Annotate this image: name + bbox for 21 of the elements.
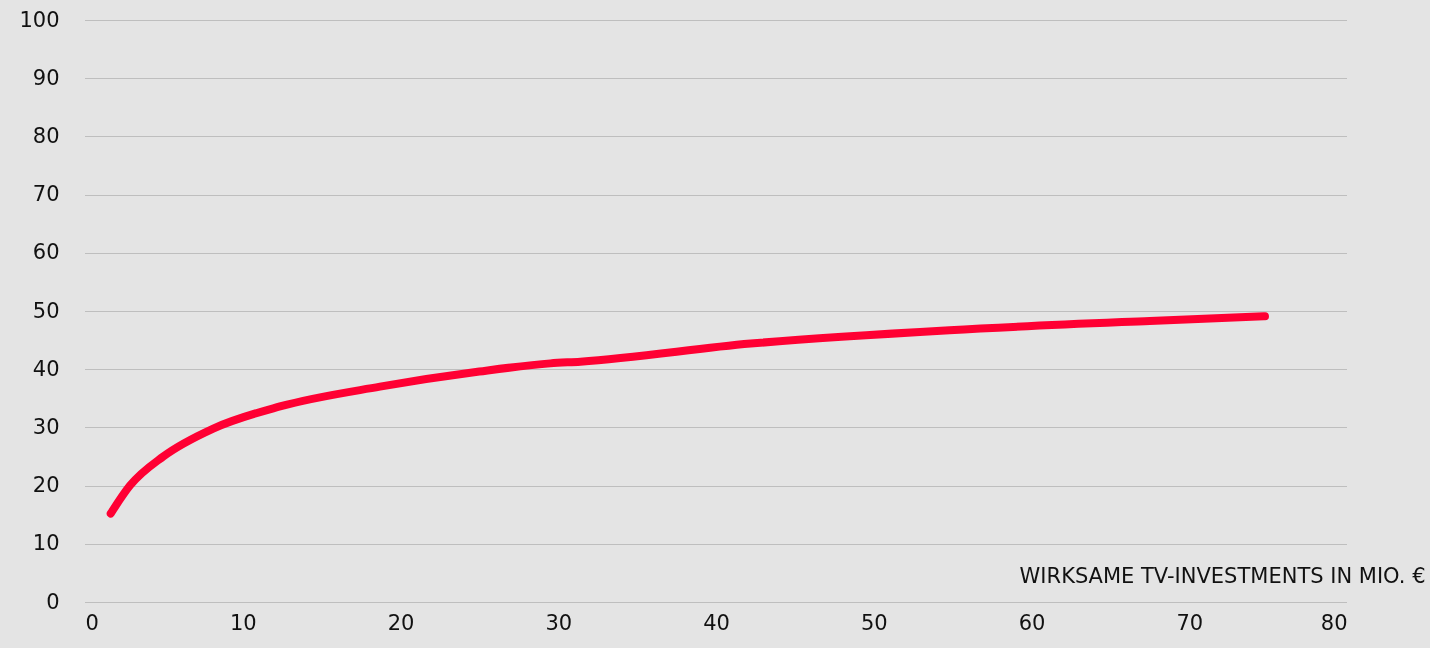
y-tick-label: 70 <box>32 182 60 207</box>
y-tick-label: 0 <box>46 589 60 614</box>
y-tick-label: 80 <box>32 123 60 148</box>
x-tick-label: 50 <box>860 610 888 635</box>
x-tick-label: 70 <box>1176 610 1204 635</box>
x-tick-label: 40 <box>703 610 730 635</box>
x-tick-label: 20 <box>387 610 415 635</box>
x-tick-label: 60 <box>1018 610 1046 635</box>
y-tick-label: 30 <box>32 414 60 439</box>
x-tick-label: 10 <box>229 610 257 635</box>
y-tick-label: 10 <box>32 531 60 556</box>
x-tick-label: 0 <box>85 610 99 635</box>
y-tick-label: 40 <box>32 356 60 381</box>
x-tick-label: 80 <box>1320 610 1348 635</box>
y-tick-label: 100 <box>19 7 60 32</box>
y-tick-label: 60 <box>32 240 60 265</box>
x-axis-title: WIRKSAME TV-INVESTMENTS IN MIO. € <box>1019 563 1426 588</box>
y-tick-label: 20 <box>32 473 60 498</box>
y-tick-label: 50 <box>32 298 60 323</box>
y-tick-label: 90 <box>32 65 60 90</box>
x-tick-label: 30 <box>545 610 573 635</box>
